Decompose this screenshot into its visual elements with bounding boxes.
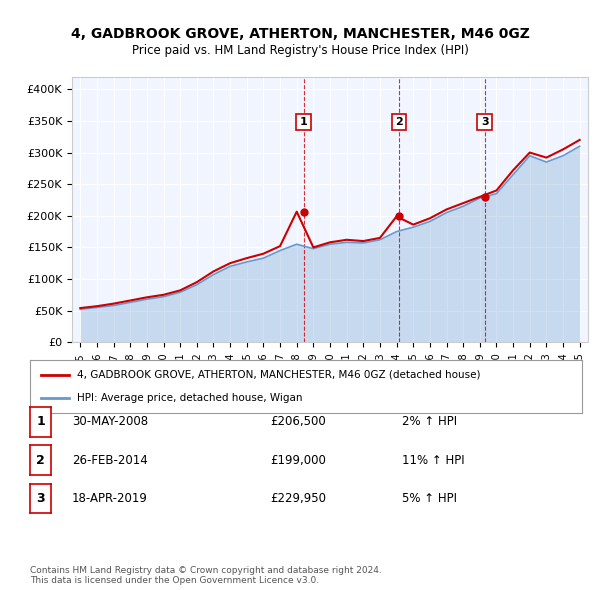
Text: 4, GADBROOK GROVE, ATHERTON, MANCHESTER, M46 0GZ (detached house): 4, GADBROOK GROVE, ATHERTON, MANCHESTER,… xyxy=(77,370,481,380)
Text: 2: 2 xyxy=(36,454,45,467)
Text: 30-MAY-2008: 30-MAY-2008 xyxy=(72,415,148,428)
Text: £229,950: £229,950 xyxy=(270,492,326,505)
Text: 2: 2 xyxy=(395,117,403,127)
Text: 26-FEB-2014: 26-FEB-2014 xyxy=(72,454,148,467)
Text: Price paid vs. HM Land Registry's House Price Index (HPI): Price paid vs. HM Land Registry's House … xyxy=(131,44,469,57)
Text: 11% ↑ HPI: 11% ↑ HPI xyxy=(402,454,464,467)
Text: This data is licensed under the Open Government Licence v3.0.: This data is licensed under the Open Gov… xyxy=(30,576,319,585)
Text: 3: 3 xyxy=(36,492,45,505)
Text: £199,000: £199,000 xyxy=(270,454,326,467)
Text: 1: 1 xyxy=(36,415,45,428)
Text: 5% ↑ HPI: 5% ↑ HPI xyxy=(402,492,457,505)
Text: 4, GADBROOK GROVE, ATHERTON, MANCHESTER, M46 0GZ: 4, GADBROOK GROVE, ATHERTON, MANCHESTER,… xyxy=(71,27,529,41)
Text: 1: 1 xyxy=(299,117,307,127)
Text: 2% ↑ HPI: 2% ↑ HPI xyxy=(402,415,457,428)
Text: £206,500: £206,500 xyxy=(270,415,326,428)
Text: Contains HM Land Registry data © Crown copyright and database right 2024.: Contains HM Land Registry data © Crown c… xyxy=(30,566,382,575)
Text: 3: 3 xyxy=(481,117,488,127)
Text: HPI: Average price, detached house, Wigan: HPI: Average price, detached house, Wiga… xyxy=(77,393,302,403)
Text: 18-APR-2019: 18-APR-2019 xyxy=(72,492,148,505)
